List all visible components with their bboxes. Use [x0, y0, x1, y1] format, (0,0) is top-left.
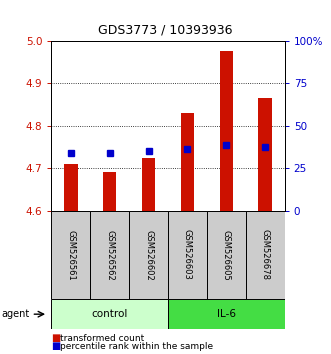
Bar: [207, 211, 246, 299]
Bar: [90, 211, 129, 299]
Text: GSM526562: GSM526562: [105, 229, 114, 280]
Text: transformed count: transformed count: [60, 333, 144, 343]
Bar: [103, 172, 117, 211]
Bar: [168, 211, 207, 299]
Bar: [259, 98, 272, 211]
Text: GSM526605: GSM526605: [222, 229, 231, 280]
Text: percentile rank within the sample: percentile rank within the sample: [60, 342, 213, 351]
Text: GSM526603: GSM526603: [183, 229, 192, 280]
Bar: [219, 51, 233, 211]
Text: control: control: [91, 309, 128, 319]
Text: IL-6: IL-6: [217, 309, 236, 319]
Text: ■: ■: [51, 333, 61, 343]
Text: GSM526561: GSM526561: [66, 229, 75, 280]
Bar: [51, 211, 90, 299]
Text: GSM526602: GSM526602: [144, 229, 153, 280]
Bar: [181, 113, 194, 211]
Bar: [51, 299, 168, 329]
Bar: [64, 164, 77, 211]
Bar: [168, 299, 285, 329]
Bar: [246, 211, 285, 299]
Text: agent: agent: [2, 309, 30, 319]
Bar: [129, 211, 168, 299]
Text: GDS3773 / 10393936: GDS3773 / 10393936: [98, 23, 233, 36]
Bar: [142, 158, 155, 211]
Text: ■: ■: [51, 341, 61, 351]
Text: GSM526678: GSM526678: [261, 229, 270, 280]
